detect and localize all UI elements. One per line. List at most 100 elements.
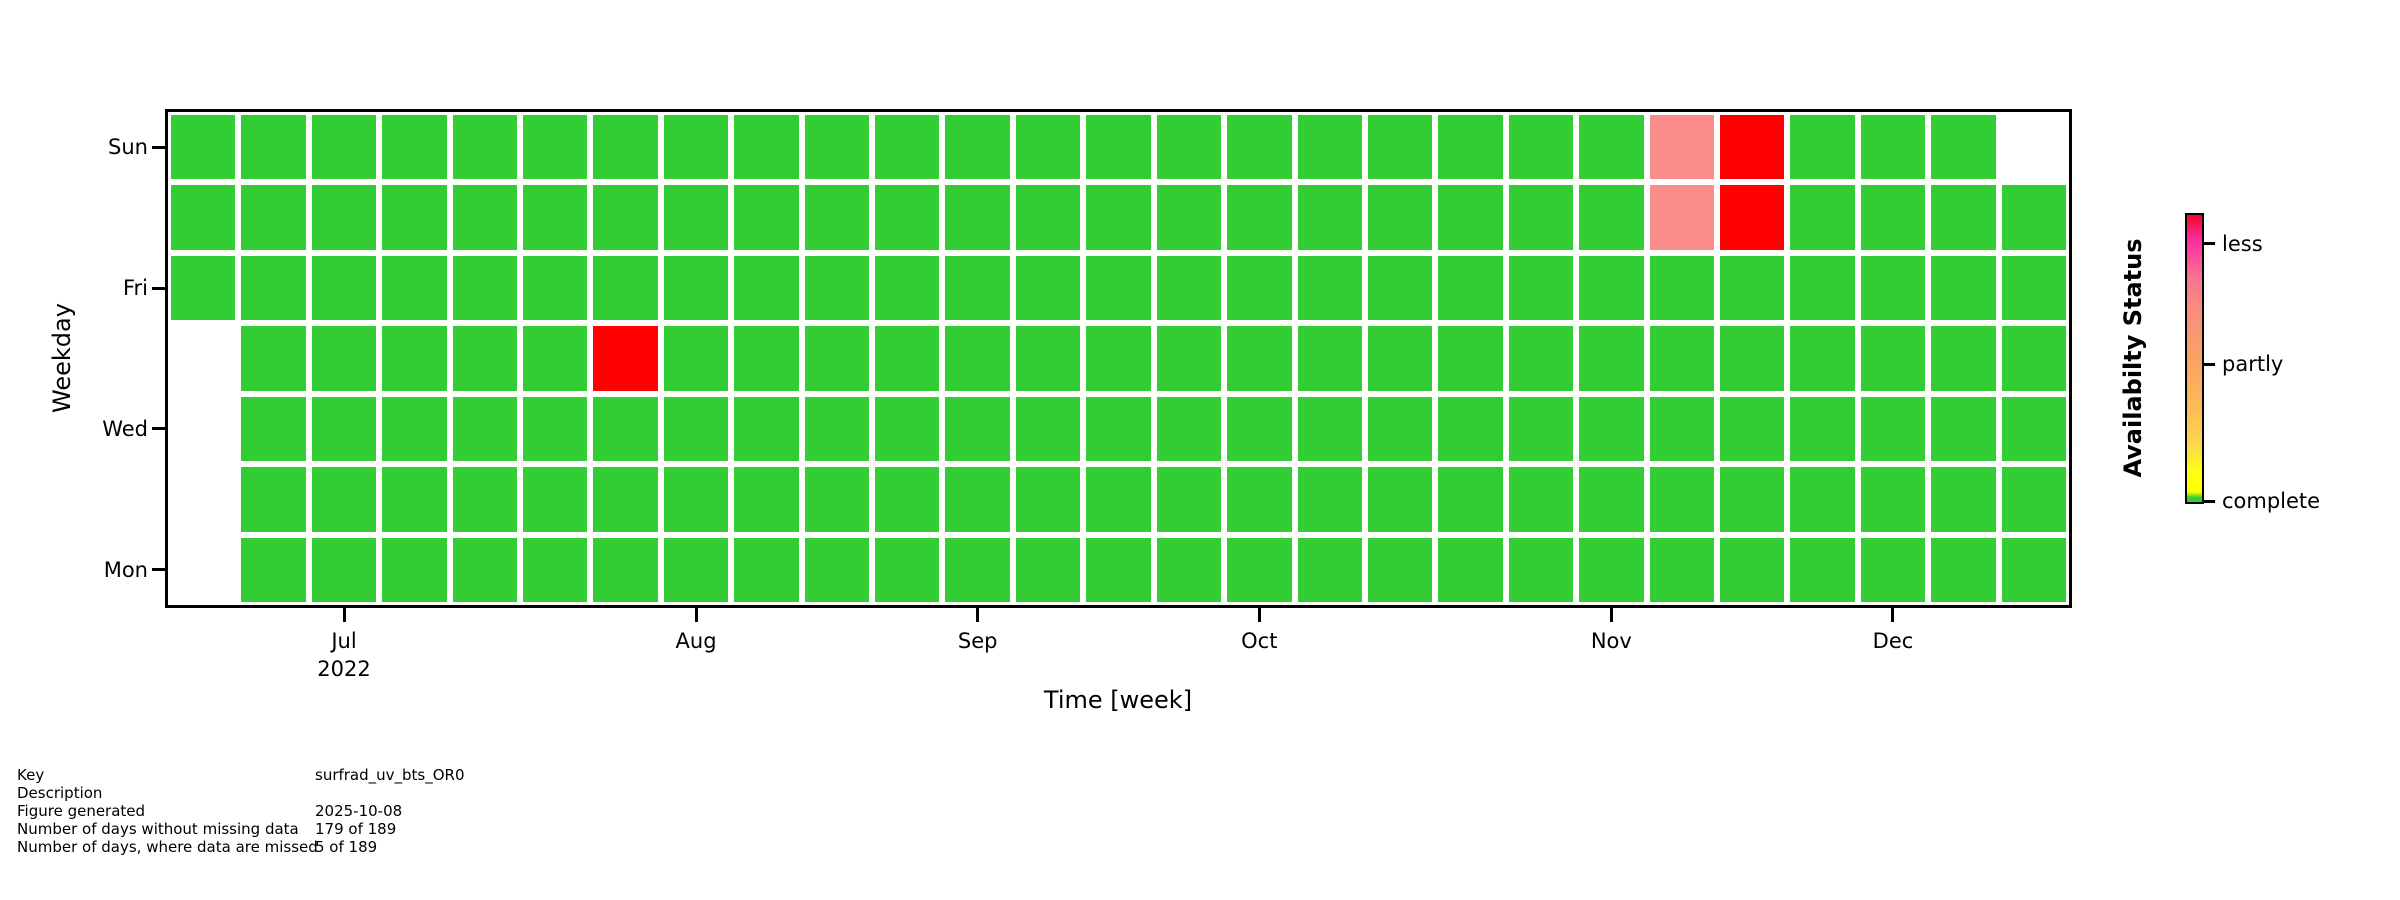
colorbar-ticklabel-less: less [2222,231,2263,256]
heatmap-cell-Mon-w11 [875,537,940,602]
footer-label: Number of days without missing data [17,820,299,838]
heatmap-cell-Wed-w2 [241,396,306,462]
heatmap-cell-Thu-w7 [593,326,658,391]
heatmap-cell-Sat-w24 [1790,185,1855,250]
heatmap-cell-Mon-w5 [452,537,518,602]
heatmap-plot-area [165,109,2072,608]
heatmap-cell-Fri-w3 [311,255,377,321]
heatmap-cell-Mon-w20 [1508,537,1574,602]
heatmap-cell-Sun-w18 [1367,115,1433,180]
heatmap-cell-Thu-w5 [452,326,518,391]
heatmap-cell-Fri-w23 [1719,255,1785,321]
y-tickmark-Fri [152,286,165,290]
heatmap-cell-Tue-w18 [1367,467,1433,532]
heatmap-cell-Tue-w16 [1227,467,1292,532]
x-tickmark-Dec [1891,608,1895,622]
heatmap-cell-Mon-w2 [241,537,306,602]
heatmap-cell-Wed-w9 [734,396,799,462]
heatmap-cell-Wed-w11 [875,396,940,462]
heatmap-cell-Tue-w21 [1579,467,1644,532]
heatmap-cell-Fri-w12 [945,255,1010,321]
heatmap-cell-Tue-w9 [734,467,799,532]
heatmap-cell-Sat-w5 [452,185,518,250]
heatmap-cell-Sun-w14 [1086,115,1151,180]
heatmap-cell-Sat-w25 [1860,185,1926,250]
heatmap-cell-Thu-w2 [241,326,306,391]
footer-value: surfrad_uv_bts_OR0 [315,766,465,784]
heatmap-cell-Wed-w6 [523,396,588,462]
heatmap-cell-Sun-w2 [241,115,306,180]
footer-label: Number of days, where data are missed [17,838,318,856]
heatmap-cell-Thu-w27 [2001,326,2066,391]
heatmap-cell-Sun-w26 [1931,115,1996,180]
heatmap-cell-Thu-w3 [311,326,377,391]
heatmap-cell-Fri-w25 [1860,255,1926,321]
heatmap-cell-Sat-w21 [1579,185,1644,250]
x-ticklabel-Sep: Sep [957,629,998,653]
heatmap-cell-Fri-w26 [1931,255,1996,321]
heatmap-cell-Wed-w15 [1156,396,1222,462]
heatmap-cell-Tue-w22 [1649,467,1714,532]
heatmap-cell-Sun-w25 [1860,115,1926,180]
heatmap-cell-Wed-w8 [663,396,729,462]
heatmap-cell-Wed-w26 [1931,396,1996,462]
heatmap-cell-Wed-w18 [1367,396,1433,462]
y-tickmark-Wed [152,427,165,431]
heatmap-cell-Tue-w25 [1860,467,1926,532]
heatmap-cell-Thu-w25 [1860,326,1926,391]
colorbar-tickmark-partly [2204,362,2215,366]
heatmap-cell-Tue-w4 [382,467,447,532]
heatmap-cell-Fri-w6 [523,255,588,321]
colorbar [2185,213,2204,504]
heatmap-cell-Fri-w19 [1438,255,1503,321]
footer-value: 2025-10-08 [315,802,403,820]
heatmap-cell-Thu-w14 [1086,326,1151,391]
heatmap-cell-Mon-w22 [1649,537,1714,602]
heatmap-cell-Tue-w24 [1790,467,1855,532]
heatmap-cell-Sun-w15 [1156,115,1222,180]
heatmap-cell-Fri-w27 [2001,255,2066,321]
colorbar-ticklabel-complete: complete [2222,489,2321,514]
heatmap-cell-Wed-w14 [1086,396,1151,462]
heatmap-cell-Sat-w4 [382,185,447,250]
heatmap-grid [168,112,2069,605]
heatmap-cell-Mon-w8 [663,537,729,602]
x-tickmark-Aug [694,608,698,622]
heatmap-cell-Sun-w7 [593,115,658,180]
heatmap-cell-Sat-w14 [1086,185,1151,250]
heatmap-cell-Fri-w13 [1015,255,1081,321]
heatmap-cell-Fri-w11 [875,255,940,321]
heatmap-cell-Fri-w9 [734,255,799,321]
heatmap-cell-Fri-w1 [171,255,236,321]
heatmap-cell-Sat-w13 [1015,185,1081,250]
heatmap-cell-Sat-w7 [593,185,658,250]
heatmap-cell-Wed-w27 [2001,396,2066,462]
heatmap-cell-Tue-w10 [804,467,870,532]
heatmap-cell-Sun-w24 [1790,115,1855,180]
heatmap-cell-Thu-w20 [1508,326,1574,391]
y-ticklabel-Wed: Wed [102,416,148,441]
footer-value: 5 of 189 [315,838,378,856]
heatmap-cell-Sun-w5 [452,115,518,180]
y-tickmark-Mon [152,568,165,572]
heatmap-cell-Fri-w22 [1649,255,1714,321]
heatmap-cell-Fri-w7 [593,255,658,321]
heatmap-cell-Sun-w4 [382,115,447,180]
heatmap-cell-Tue-w6 [523,467,588,532]
heatmap-cell-Wed-w4 [382,396,447,462]
heatmap-cell-Thu-w12 [945,326,1010,391]
heatmap-cell-Sun-w17 [1297,115,1362,180]
heatmap-cell-Wed-w7 [593,396,658,462]
heatmap-cell-Fri-w15 [1156,255,1222,321]
heatmap-cell-Sat-w3 [311,185,377,250]
heatmap-cell-Wed-w3 [311,396,377,462]
heatmap-cell-Tue-w2 [241,467,306,532]
heatmap-cell-Tue-w15 [1156,467,1222,532]
heatmap-cell-Mon-w26 [1931,537,1996,602]
heatmap-cell-Wed-w20 [1508,396,1574,462]
heatmap-cell-Sun-w13 [1015,115,1081,180]
heatmap-cell-Thu-w17 [1297,326,1362,391]
heatmap-cell-Mon-w1 [171,538,235,602]
heatmap-cell-Mon-w16 [1227,537,1292,602]
heatmap-cell-Sat-w23 [1719,185,1785,250]
